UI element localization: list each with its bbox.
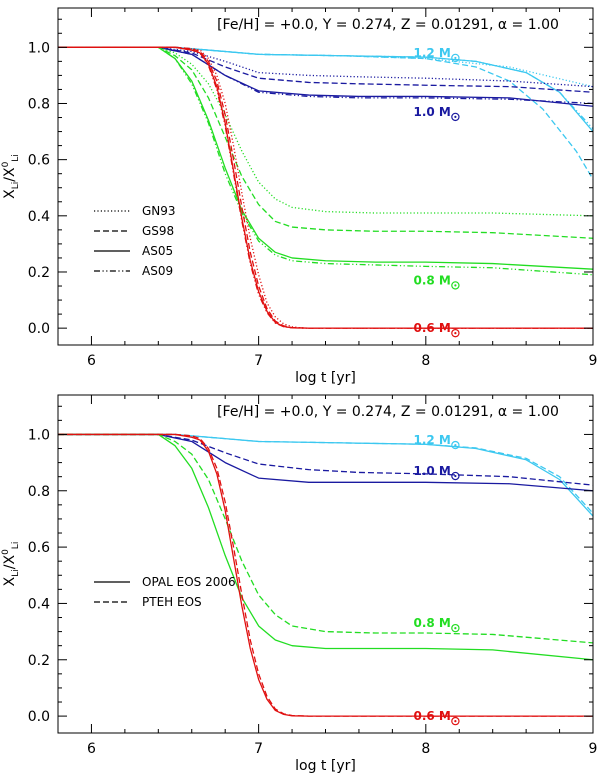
parameter-text: [Fe/H] = +0.0, Y = 0.274, Z = 0.01291, α… (217, 404, 559, 420)
legend-label: PTEH EOS (142, 595, 202, 609)
x-tick-label: 9 (589, 741, 598, 757)
plot-frame (57, 394, 594, 734)
x-tick-label: 7 (254, 741, 263, 757)
y-tick-label: 0.0 (28, 709, 50, 725)
plot-frame (57, 7, 594, 346)
series-line-08-solid (58, 433, 593, 661)
x-tick-label: 8 (421, 741, 430, 757)
series-line-08-dashdot (58, 46, 593, 276)
sun-symbol-icon (451, 328, 460, 338)
series-line-08-dotted (58, 46, 593, 217)
y-tick-label: 0.8 (28, 96, 50, 112)
series-line-12-solid (58, 46, 593, 132)
sun-symbol-dot-icon (454, 720, 457, 723)
y-axis-label: XLi/X0Li (1, 542, 21, 587)
parameter-text: [Fe/H] = +0.0, Y = 0.274, Z = 0.01291, α… (217, 17, 559, 33)
sun-symbol-dot-icon (454, 284, 457, 287)
y-axis-label: XLi/X0Li (1, 154, 21, 199)
series-line-12-dotted (58, 46, 593, 88)
series-line-06-dotted (58, 46, 593, 329)
series-line-08-dashed (58, 433, 593, 644)
series-line-06-dashdot (58, 46, 593, 329)
mass-label: 0.6 M (414, 321, 451, 335)
y-tick-label: 0.4 (28, 596, 50, 612)
y-tick-label: 1.0 (28, 427, 50, 443)
series-line-10-dashed (58, 433, 593, 486)
y-tick-label: 0.4 (28, 209, 50, 225)
series-line-12-solid (58, 433, 593, 517)
mass-label: 1.0 M (414, 464, 451, 478)
series-line-10-solid (58, 433, 593, 492)
sun-symbol-dot-icon (454, 474, 457, 478)
x-tick-label: 6 (87, 353, 96, 369)
sun-symbol-dot-icon (454, 443, 457, 447)
chart-panel-2: 6 7 8 9 0.0 0.2 0.4 0.6 0.8 1.0 log t [yr] XLi/X0Li… (1, 394, 598, 774)
mass-label: 1.2 M (414, 433, 451, 447)
sun-symbol-icon (451, 53, 460, 63)
x-tick-label: 9 (589, 353, 598, 369)
series-line-06-dashed (58, 46, 593, 329)
series-line-06-solid (58, 433, 593, 717)
legend-label: GN93 (142, 204, 176, 218)
series-line-08-dashed (58, 46, 593, 239)
x-tick-label: 6 (87, 741, 96, 757)
sun-symbol-icon (451, 623, 460, 633)
legend-label: AS05 (142, 244, 173, 258)
sun-symbol-dot-icon (454, 332, 457, 335)
mass-label: 1.2 M (414, 46, 451, 60)
sun-symbol-icon (451, 440, 460, 450)
y-tick-label: 0.2 (28, 265, 50, 281)
y-tick-label: 0.0 (28, 321, 50, 337)
series-line-12-dashed (58, 433, 593, 514)
y-tick-label: 0.8 (28, 484, 50, 500)
series-line-10-dashed (58, 46, 593, 93)
sun-symbol-dot-icon (454, 115, 457, 119)
sun-symbol-dot-icon (454, 627, 457, 630)
sun-symbol-icon (451, 112, 460, 122)
chart-panel-1: 6 7 8 9 0.0 0.2 0.4 0.6 0.8 1.0 log t [yr] XLi/X0Li… (1, 7, 598, 386)
series-line-08-solid (58, 46, 593, 270)
y-tick-label: 0.6 (28, 540, 50, 556)
series-line-10-dotted (58, 46, 593, 88)
series-line-10-solid (58, 46, 593, 107)
sun-symbol-icon (451, 471, 460, 481)
mass-label: 1.0 M (414, 105, 451, 119)
y-tick-label: 0.2 (28, 653, 50, 669)
legend-label: OPAL EOS 2006 (142, 575, 236, 589)
mass-label: 0.8 M (414, 616, 451, 630)
y-tick-label: 1.0 (28, 40, 50, 56)
sun-symbol-dot-icon (454, 56, 457, 60)
mass-label: 0.8 M (414, 273, 451, 287)
x-tick-label: 7 (254, 353, 263, 369)
legend-label: AS09 (142, 264, 173, 278)
series-line-12-dashed (58, 46, 593, 180)
sun-symbol-icon (451, 716, 460, 726)
legend-label: GS98 (142, 224, 174, 238)
x-axis-label: log t [yr] (295, 758, 356, 774)
mass-label: 0.6 M (414, 709, 451, 723)
sun-symbol-icon (451, 281, 460, 290)
series-line-12-dashdot (58, 46, 593, 130)
x-tick-label: 8 (421, 353, 430, 369)
y-tick-label: 0.6 (28, 153, 50, 169)
x-axis-label: log t [yr] (295, 370, 356, 386)
series-line-06-dashed (58, 433, 593, 717)
series-line-06-solid (58, 46, 593, 329)
